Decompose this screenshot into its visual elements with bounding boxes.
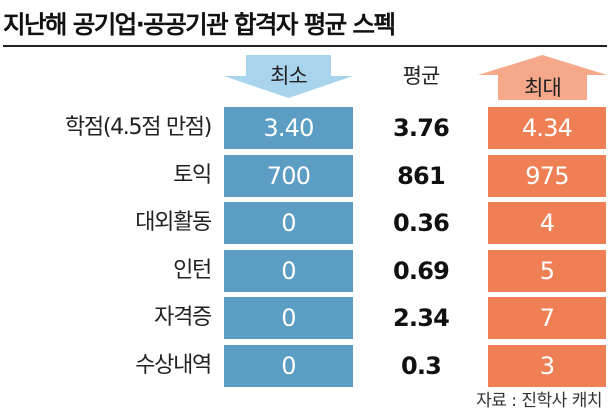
source-note: 자료 : 진학사 캐치 bbox=[476, 391, 602, 411]
max-value-cell: 4 bbox=[488, 202, 606, 244]
table-row: 토익 700 861 975 bbox=[0, 153, 610, 199]
max-header-label: 최대 bbox=[524, 76, 562, 100]
avg-value-cell: 861 bbox=[397, 161, 446, 190]
avg-value-cell: 0.36 bbox=[392, 209, 450, 237]
row-label: 학점(4.5점 만점) bbox=[64, 115, 212, 140]
max-header: 최대 bbox=[478, 55, 607, 100]
max-value-cell: 7 bbox=[488, 297, 606, 339]
max-value-cell: 5 bbox=[488, 249, 606, 292]
max-value-cell: 975 bbox=[488, 154, 606, 197]
row-label: 토익 bbox=[173, 162, 212, 188]
min-value-cell: 0 bbox=[224, 249, 353, 292]
table-row: 자격증 0 2.34 7 bbox=[0, 295, 610, 341]
min-header-label: 최소 bbox=[270, 64, 308, 88]
arrow-down-icon bbox=[224, 55, 353, 98]
row-label: 대외활동 bbox=[135, 210, 212, 235]
arrow-up-icon bbox=[478, 55, 607, 100]
max-value-cell: 4.34 bbox=[488, 107, 606, 149]
min-value-cell: 0 bbox=[224, 202, 353, 244]
row-label: 수상내역 bbox=[135, 352, 212, 378]
avg-header-label: 평균 bbox=[402, 64, 441, 88]
max-value-cell: 3 bbox=[488, 344, 606, 387]
row-label: 자격증 bbox=[154, 305, 212, 330]
min-value-cell: 3.40 bbox=[224, 107, 353, 149]
avg-value-cell: 3.76 bbox=[392, 114, 450, 142]
min-value-cell: 0 bbox=[224, 297, 353, 339]
table-row: 수상내역 0 0.3 3 bbox=[0, 343, 610, 389]
min-value-cell: 700 bbox=[224, 154, 353, 197]
title-divider bbox=[3, 45, 607, 47]
table-row: 대외활동 0 0.36 4 bbox=[0, 200, 610, 246]
avg-value-cell: 0.69 bbox=[392, 256, 450, 285]
min-value-cell: 0 bbox=[224, 344, 353, 387]
min-header: 최소 bbox=[224, 55, 353, 98]
avg-value-cell: 0.3 bbox=[400, 351, 442, 380]
chart-title: 지난해 공기업·공공기관 합격자 평균 스펙 bbox=[3, 10, 396, 39]
avg-value-cell: 2.34 bbox=[392, 304, 450, 332]
table-row: 학점(4.5점 만점) 3.40 3.76 4.34 bbox=[0, 105, 610, 151]
row-label: 인턴 bbox=[173, 257, 212, 283]
table-row: 인턴 0 0.69 5 bbox=[0, 248, 610, 294]
